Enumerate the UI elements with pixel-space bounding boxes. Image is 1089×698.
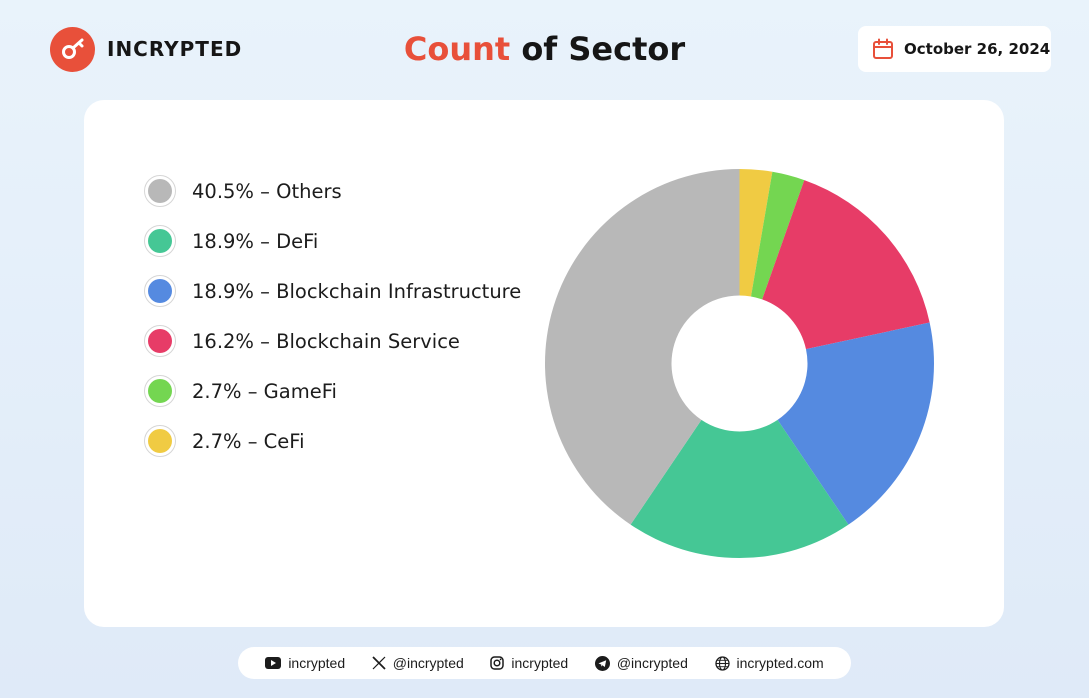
legend-item: 16.2% – Blockchain Service — [144, 325, 521, 357]
instagram-handle: incrypted — [511, 655, 569, 671]
youtube-link[interactable]: incrypted — [265, 655, 345, 671]
social-footer: incrypted @incrypted incrypted @incrypte… — [238, 647, 851, 679]
legend-swatch-ring — [144, 225, 176, 257]
x-twitter-link[interactable]: @incrypted — [372, 655, 464, 671]
legend-swatch — [148, 429, 172, 453]
legend-item: 40.5% – Others — [144, 175, 521, 207]
website-url: incrypted.com — [736, 655, 824, 671]
pie-chart-container — [542, 166, 937, 561]
legend-label: 40.5% – Others — [192, 179, 342, 203]
youtube-icon — [265, 657, 282, 669]
pie-slice-gamefi — [750, 171, 805, 300]
title-accent: Count — [403, 30, 511, 68]
legend-swatch — [148, 179, 172, 203]
legend-swatch — [148, 379, 172, 403]
page-title: Count of Sector — [0, 30, 1089, 68]
legend-item: 18.9% – Blockchain Infrastructure — [144, 275, 521, 307]
telegram-handle: @incrypted — [616, 655, 688, 671]
legend-swatch-ring — [144, 275, 176, 307]
legend-label: 18.9% – DeFi — [192, 229, 319, 253]
pie-slice-defi — [630, 419, 849, 558]
legend-swatch — [148, 329, 172, 353]
pie-slice-blockchain-service — [762, 180, 930, 350]
globe-icon — [714, 655, 730, 671]
date-text: October 26, 2024 — [904, 40, 1051, 58]
date-badge: October 26, 2024 — [858, 26, 1051, 72]
legend-label: 16.2% – Blockchain Service — [192, 329, 460, 353]
legend-label: 18.9% – Blockchain Infrastructure — [192, 279, 522, 303]
youtube-handle: incrypted — [288, 655, 346, 671]
instagram-icon — [490, 656, 505, 670]
legend-label: 2.7% – CeFi — [192, 429, 305, 453]
legend-item: 2.7% – CeFi — [144, 425, 521, 457]
donut-chart — [544, 169, 934, 558]
title-rest: of Sector — [510, 30, 686, 68]
chart-card: 40.5% – Others 18.9% – DeFi 18.9% – Blockc… — [84, 100, 1004, 627]
x-twitter-handle: @incrypted — [392, 655, 464, 671]
brand-logo-group: INCRYPTED — [50, 26, 243, 72]
instagram-link[interactable]: incrypted — [490, 655, 568, 671]
legend-swatch-ring — [144, 175, 176, 207]
legend-swatch-ring — [144, 325, 176, 357]
legend-swatch-ring — [144, 375, 176, 407]
pie-slice-others — [544, 169, 740, 525]
pie-slice-cefi — [739, 169, 773, 297]
key-icon — [50, 26, 95, 72]
legend-swatch — [148, 279, 172, 303]
website-link[interactable]: incrypted.com — [714, 655, 824, 671]
x-twitter-icon — [372, 656, 386, 670]
telegram-icon — [594, 655, 610, 671]
legend-swatch — [148, 229, 172, 253]
pie-slice-blockchain-infrastructure — [777, 322, 934, 525]
legend-item: 2.7% – GameFi — [144, 375, 521, 407]
calendar-icon — [873, 38, 893, 59]
brand-name: INCRYPTED — [107, 37, 243, 61]
telegram-link[interactable]: @incrypted — [594, 655, 688, 671]
chart-legend: 40.5% – Others 18.9% – DeFi 18.9% – Blockc… — [144, 175, 521, 475]
legend-item: 18.9% – DeFi — [144, 225, 521, 257]
legend-label: 2.7% – GameFi — [192, 379, 337, 403]
legend-swatch-ring — [144, 425, 176, 457]
